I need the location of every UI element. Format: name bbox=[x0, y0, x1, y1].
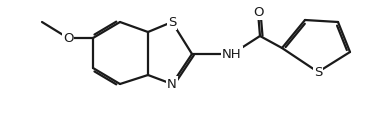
Text: S: S bbox=[314, 66, 322, 78]
Text: O: O bbox=[63, 31, 73, 45]
Text: S: S bbox=[168, 15, 176, 29]
Text: NH: NH bbox=[222, 47, 242, 61]
Text: O: O bbox=[253, 5, 263, 19]
Text: N: N bbox=[167, 77, 177, 91]
